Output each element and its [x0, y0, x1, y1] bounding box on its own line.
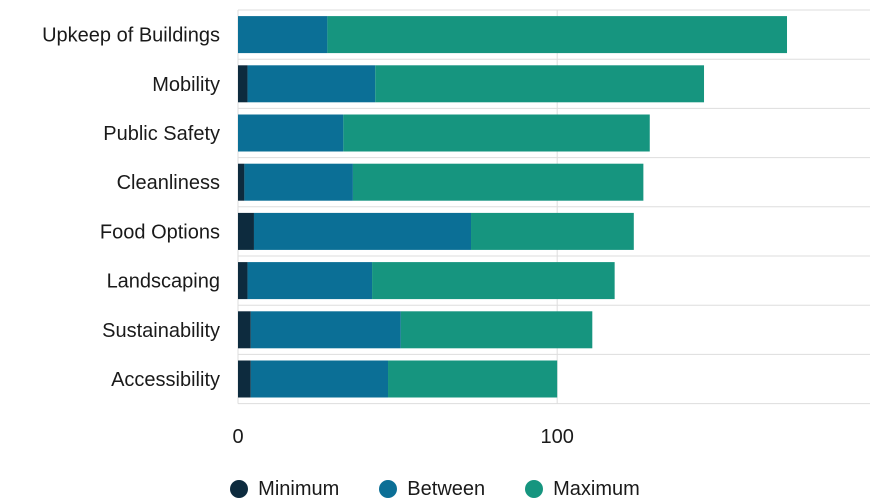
legend-swatch: [230, 480, 249, 498]
bars: [238, 16, 788, 398]
legend: Minimum Between Maximum: [0, 474, 870, 504]
bar-minimum: [238, 65, 248, 103]
bar-maximum: [352, 163, 644, 201]
category-label: Cleanliness: [117, 172, 220, 194]
x-tick-label: 100: [541, 426, 574, 448]
bar-between: [250, 311, 401, 349]
bar-minimum: [238, 311, 251, 349]
legend-swatch: [379, 480, 398, 498]
category-label: Landscaping: [107, 271, 220, 293]
stacked-bar-chart: Upkeep of Buildings Mobility Public Safety…: [42, 9, 870, 448]
category-label: Food Options: [100, 221, 220, 243]
bar-maximum: [471, 212, 634, 250]
category-label: Mobility: [152, 74, 220, 96]
legend-item-minimum: Minimum: [230, 478, 339, 501]
bar-maximum: [388, 360, 558, 398]
legend-label: Minimum: [258, 477, 340, 500]
legend-label: Maximum: [553, 477, 640, 500]
category-label: Upkeep of Buildings: [42, 25, 220, 47]
bar-maximum: [400, 311, 593, 349]
legend-label: Between: [407, 477, 486, 500]
legend-item-between: Between: [379, 478, 485, 501]
category-labels: Upkeep of Buildings Mobility Public Safety…: [42, 25, 220, 391]
legend-item-maximum: Maximum: [525, 478, 640, 501]
bar-maximum: [375, 65, 705, 103]
bar-minimum: [238, 262, 248, 300]
bar-minimum: [238, 212, 254, 250]
bar-maximum: [327, 16, 788, 54]
bar-between: [238, 16, 328, 54]
bar-between: [253, 212, 472, 250]
x-tick-labels: 0 100: [232, 426, 573, 448]
bar-maximum: [372, 262, 615, 300]
bar-between: [238, 114, 344, 152]
bar-minimum: [238, 163, 245, 201]
bar-between: [244, 163, 353, 201]
bar-maximum: [343, 114, 650, 152]
bar-between: [250, 360, 389, 398]
category-label: Sustainability: [102, 320, 220, 342]
bar-between: [247, 65, 376, 103]
bar-between: [247, 262, 373, 300]
x-tick-label: 0: [232, 426, 243, 448]
category-label: Public Safety: [103, 123, 220, 145]
legend-swatch: [525, 480, 544, 498]
bar-minimum: [238, 360, 251, 398]
category-label: Accessibility: [111, 369, 220, 391]
